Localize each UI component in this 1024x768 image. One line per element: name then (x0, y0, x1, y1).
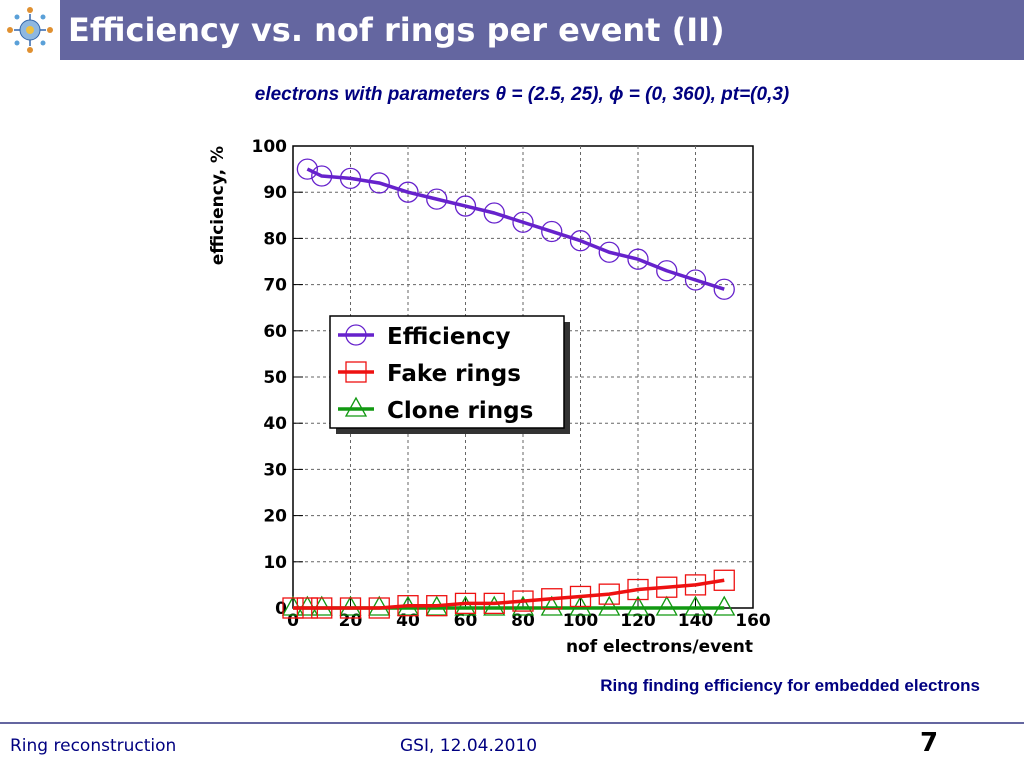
legend-fake-rings-label: Fake rings (387, 361, 521, 387)
x-tick-label: 60 (454, 611, 478, 631)
clone-rings-marker (655, 595, 678, 616)
title-bar: Efficiency vs. nof rings per event (II) (60, 0, 1024, 60)
clone-rings-marker (626, 595, 650, 616)
clone-rings-marker (684, 595, 707, 616)
efficiency-marker (541, 220, 563, 243)
fake-rings-marker (296, 597, 319, 619)
y-tick-label: 20 (263, 507, 287, 527)
efficiency-marker (397, 181, 419, 203)
fake-rings-marker (368, 597, 390, 619)
legend-efficiency-label: Efficiency (387, 324, 510, 350)
fake-rings-marker (541, 588, 563, 610)
legend-clone-rings-label: Clone rings (387, 398, 533, 424)
fake-rings-marker (656, 576, 678, 598)
efficiency-marker (368, 172, 390, 194)
legend-clone-rings-marker (344, 396, 368, 417)
clone-rings-marker (454, 595, 477, 616)
efficiency-marker (598, 241, 620, 263)
legend-fake-rings-marker (345, 361, 367, 383)
efficiency-marker (569, 230, 592, 252)
y-tick-label: 100 (252, 137, 288, 157)
efficiency-marker (426, 188, 448, 210)
x-tick-label: 40 (396, 611, 420, 631)
y-tick-label: 30 (263, 460, 287, 480)
efficiency-marker (713, 278, 735, 300)
efficiency-marker (627, 248, 649, 270)
page-number: 7 (920, 728, 939, 758)
fake-rings-marker (512, 590, 534, 612)
clone-rings-marker (511, 595, 535, 616)
x-tick-label: 100 (563, 611, 599, 631)
y-tick-label: 0 (275, 599, 287, 619)
fake-rings-marker (598, 583, 620, 605)
fake-rings-marker (426, 595, 448, 617)
fake-rings-marker (713, 569, 735, 591)
fake-rings-marker (684, 574, 707, 596)
footer-divider (0, 722, 1024, 724)
fake-rings-marker (627, 578, 649, 601)
y-tick-label: 80 (263, 229, 287, 249)
footer-topic: Ring reconstruction (10, 736, 177, 756)
x-axis-label: nof electrons/event (566, 637, 753, 657)
slide-subtitle: electrons with parameters θ = (2.5, 25),… (254, 84, 790, 105)
y-tick-label: 90 (263, 183, 287, 203)
figure-caption: Ring finding efficiency for embedded ele… (600, 676, 980, 695)
efficiency-marker (656, 260, 678, 282)
clone-rings-marker (339, 595, 362, 616)
y-tick-label: 10 (263, 553, 287, 573)
efficiency-marker (339, 167, 362, 189)
clone-rings-marker (713, 595, 736, 616)
slide-title: Efficiency vs. nof rings per event (II) (68, 11, 725, 49)
x-tick-label: 120 (620, 611, 656, 631)
fake-rings-marker (454, 592, 477, 615)
y-tick-label: 70 (263, 276, 287, 296)
efficiency-chart: 0 20 40 60 80 100 120 140 160 0 10 20 30 40 50 60 70 80 90… (208, 137, 771, 657)
efficiency-line (306, 167, 725, 291)
efficiency-marker (684, 269, 707, 291)
x-tick-label: 20 (339, 611, 363, 631)
x-tick-label: 140 (678, 611, 714, 631)
footer-venue-date: GSI, 12.04.2010 (400, 736, 538, 756)
fake-rings-marker (569, 585, 592, 608)
legend-efficiency-marker (345, 324, 367, 346)
efficiency-marker (296, 158, 319, 180)
fake-rings-marker (282, 597, 304, 619)
efficiency-marker (512, 211, 534, 233)
x-tick-label: 80 (511, 611, 535, 631)
x-tick-label: 0 (287, 611, 299, 631)
fake-rings-marker (483, 592, 505, 615)
clone-rings-marker (483, 595, 506, 616)
x-tick-label: 160 (735, 611, 771, 631)
efficiency-marker (311, 165, 333, 187)
y-tick-label: 60 (263, 322, 287, 342)
y-tick-label: 50 (263, 368, 287, 388)
efficiency-marker (483, 202, 505, 224)
efficiency-marker (454, 195, 477, 217)
clone-rings-marker (540, 595, 563, 616)
fake-rings-marker (311, 597, 333, 619)
y-tick-label: 40 (263, 414, 287, 434)
institute-logo (7, 7, 53, 53)
clone-rings-marker (598, 595, 621, 616)
fake-rings-marker (339, 597, 362, 619)
fake-rings-marker (397, 595, 419, 617)
y-axis-label: efficiency, % (208, 146, 228, 265)
